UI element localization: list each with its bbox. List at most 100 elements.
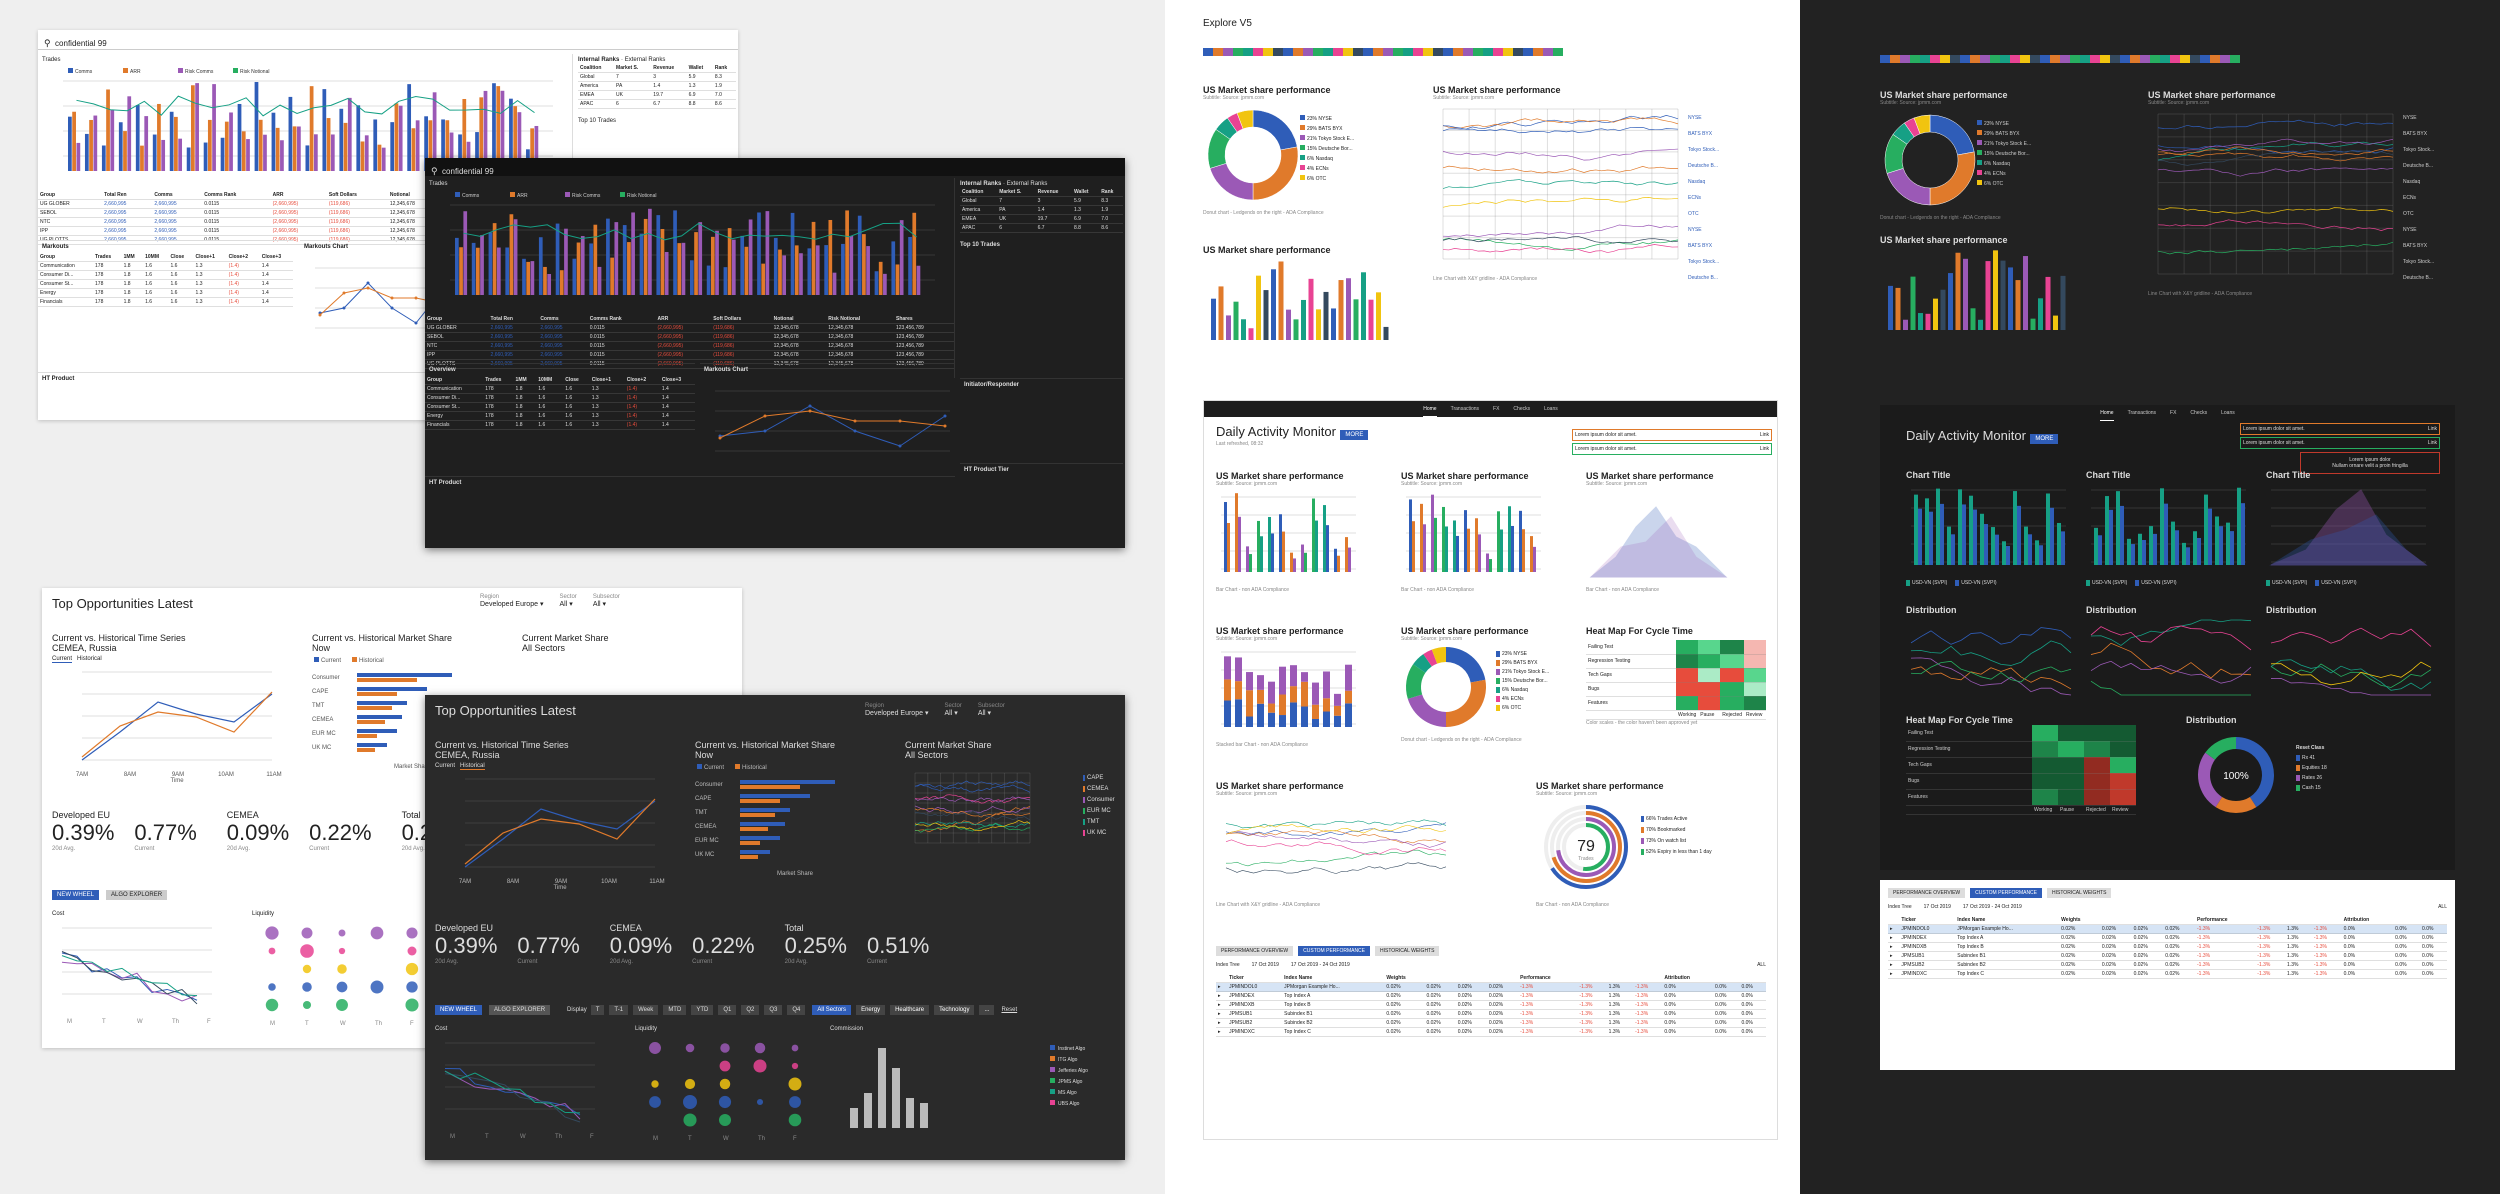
search-bar[interactable]: ⚲ confidential 99 xyxy=(38,30,738,50)
expand-icon[interactable]: ▸ xyxy=(1216,1000,1228,1010)
new-wheel-button[interactable]: NEW WHEEL xyxy=(52,890,100,900)
table-row[interactable]: ▸ JPMSUB2 Subindex B2 0.02% 0.02% 0.02% 0.02% -… xyxy=(1216,1018,1766,1028)
algo-explorer-button[interactable]: ALGO EXPLORER xyxy=(489,1005,551,1015)
table-row[interactable]: SEBOL 2,660,995 2,660,995 0.0115 (2,660,995)… xyxy=(425,332,954,342)
algo-explorer-button[interactable]: ALGO EXPLORER xyxy=(106,890,168,900)
tab-0[interactable]: PERFORMANCE OVERVIEW xyxy=(1888,888,1966,898)
subsector-select[interactable]: Subsector All ▾ xyxy=(977,703,1005,717)
toast-link[interactable]: Link xyxy=(2427,440,2437,446)
expand-icon[interactable]: ▸ xyxy=(1216,1018,1228,1028)
table-row[interactable]: ▸ JPMINDEX Top Index A 0.02% 0.02% 0.02% 0.02%… xyxy=(1888,933,2447,943)
table-row[interactable]: ▸ JPMSUB2 Subindex B2 0.02% 0.02% 0.02% 0.02% -… xyxy=(1888,960,2447,970)
nav-item-fx[interactable]: FX xyxy=(2170,410,2177,416)
nav-item-checks[interactable]: Checks xyxy=(1513,406,1531,412)
range-date[interactable]: 17 Oct 2019 - 24 Oct 2019 xyxy=(1962,904,2022,910)
table-row[interactable]: UG GLOBER 2,660,995 2,660,995 0.0115 (2,660,… xyxy=(425,323,954,333)
table-row[interactable]: ▸ JPMSUB1 Subindex B1 0.02% 0.02% 0.02% 0.02% -… xyxy=(1888,951,2447,961)
table-row[interactable]: ▸ JPMINDXC Top Index C 0.02% 0.02% 0.02% 0.02%… xyxy=(1888,969,2447,979)
sector-select[interactable]: Sector All ▾ xyxy=(559,594,577,608)
table-row[interactable]: Energy 178 1.8 1.6 1.6 1.3 (1.4) 1.4 xyxy=(38,288,293,298)
table-row[interactable]: Consumer St... 178 1.8 1.6 1.6 1.3 (1.4) 1.4 xyxy=(38,279,293,289)
expand-icon[interactable]: ▸ xyxy=(1216,991,1228,1001)
table-row[interactable]: Communication 178 1.8 1.6 1.6 1.3 (1.4) 1.4 xyxy=(38,261,293,271)
period-chip[interactable]: T xyxy=(590,1005,605,1015)
sector-chip[interactable]: ... xyxy=(979,1005,995,1015)
table-row[interactable]: IPP 2,660,995 2,660,995 0.0115 (2,660,995) (1… xyxy=(425,350,954,360)
expand-icon[interactable]: ▸ xyxy=(1888,942,1900,952)
expand-icon[interactable]: ▸ xyxy=(1888,969,1900,979)
period-chip[interactable]: YTD xyxy=(691,1005,714,1015)
tab-historical[interactable]: Historical xyxy=(460,763,485,770)
reset-link[interactable]: Reset xyxy=(1001,1007,1018,1013)
expand-icon[interactable]: ▸ xyxy=(1888,951,1900,961)
asof-date[interactable]: 17 Oct 2019 xyxy=(1923,904,1951,910)
table-row[interactable]: ▸ JPMSUB1 Subindex B1 0.02% 0.02% 0.02% 0.02% -… xyxy=(1216,1009,1766,1019)
region-select[interactable]: Region Developed Europe ▾ xyxy=(480,594,544,608)
table-row[interactable]: Consumer Di... 178 1.8 1.6 1.6 1.3 (1.4) 1.4 xyxy=(38,270,293,280)
range-date[interactable]: 17 Oct 2019 - 24 Oct 2019 xyxy=(1290,962,1350,968)
table-row[interactable]: NTC 2,660,995 2,660,995 0.0115 (2,660,995) (1… xyxy=(425,341,954,351)
table-row[interactable]: ▸ JPMINDXB Top Index B 0.02% 0.02% 0.02% 0.02%… xyxy=(1216,1000,1766,1010)
table-row[interactable]: Consumer Di... 178 1.8 1.6 1.6 1.3 (1.4) 1.4 xyxy=(425,393,695,403)
toast-link[interactable]: Link xyxy=(2427,426,2437,432)
nav-item-transactions[interactable]: Transactions xyxy=(2127,410,2157,416)
tab-current[interactable]: Current xyxy=(52,656,73,663)
expand-icon[interactable]: ▸ xyxy=(1216,1027,1228,1037)
region-select[interactable]: Region Developed Europe ▾ xyxy=(865,703,929,717)
nav-item-loans[interactable]: Loans xyxy=(2221,410,2235,416)
nav-item-fx[interactable]: FX xyxy=(1493,406,1500,412)
table-row[interactable]: Financials 178 1.8 1.6 1.6 1.3 (1.4) 1.4 xyxy=(425,420,695,430)
tab-2[interactable]: HISTORICAL WEIGHTS xyxy=(2047,888,2112,898)
table-row[interactable]: ▸ JPMINDOL0 JPMorgan Example Ho... 0.02% 0.0… xyxy=(1216,982,1766,992)
sector-chip[interactable]: Healthcare xyxy=(890,1005,930,1015)
expand-icon[interactable]: ▸ xyxy=(1216,1009,1228,1019)
tab-1[interactable]: CUSTOM PERFORMANCE xyxy=(1298,946,1370,956)
table-row[interactable]: Financials 178 1.8 1.6 1.6 1.3 (1.4) 1.4 xyxy=(38,297,293,307)
new-wheel-button[interactable]: NEW WHEEL xyxy=(435,1005,483,1015)
subsector-select[interactable]: Subsector All ▾ xyxy=(592,594,620,608)
table-row[interactable]: Energy 178 1.8 1.6 1.6 1.3 (1.4) 1.4 xyxy=(425,411,695,421)
toast-link[interactable]: Link xyxy=(1759,432,1769,438)
period-chip[interactable]: Q4 xyxy=(787,1005,806,1015)
group-select[interactable]: Index Tree xyxy=(1888,904,1912,910)
table-row[interactable]: UG PLOTTS 2,660,995 2,660,995 0.0115 (2,660,… xyxy=(425,359,954,369)
period-chip[interactable]: Week xyxy=(633,1005,659,1015)
asof-date[interactable]: 17 Oct 2019 xyxy=(1251,962,1279,968)
nav-item-loans[interactable]: Loans xyxy=(1544,406,1558,412)
nav-item-checks[interactable]: Checks xyxy=(2190,410,2208,416)
sector-chip[interactable]: Energy xyxy=(856,1005,886,1015)
more-button[interactable]: MORE xyxy=(2030,434,2059,444)
period-chip[interactable]: Q3 xyxy=(764,1005,783,1015)
nav-item-home[interactable]: Home xyxy=(1423,406,1437,417)
tab-current[interactable]: Current xyxy=(435,763,456,769)
sector-chip[interactable]: All Sectors xyxy=(812,1005,852,1015)
tab-0[interactable]: PERFORMANCE OVERVIEW xyxy=(1216,946,1294,956)
expand-icon[interactable]: ▸ xyxy=(1888,924,1900,934)
sector-select[interactable]: Sector All ▾ xyxy=(944,703,962,717)
expand-icon[interactable]: ▸ xyxy=(1888,933,1900,943)
table-row[interactable]: ▸ JPMINDOL0 JPMorgan Example Ho... 0.02% 0.0… xyxy=(1888,924,2447,934)
expand-icon[interactable]: ▸ xyxy=(1216,982,1228,992)
table-row[interactable]: Communication 178 1.8 1.6 1.6 1.3 (1.4) 1.4 xyxy=(425,384,695,394)
toast-link[interactable]: Link xyxy=(1759,446,1769,452)
all-filter[interactable]: ALL xyxy=(1757,962,1766,968)
period-chip[interactable]: T-1 xyxy=(609,1005,629,1015)
table-row[interactable]: Consumer St... 178 1.8 1.6 1.6 1.3 (1.4) 1.4 xyxy=(425,402,695,412)
period-chip[interactable]: Q1 xyxy=(718,1005,737,1015)
all-filter[interactable]: ALL xyxy=(2438,904,2447,910)
more-button[interactable]: MORE xyxy=(1340,430,1369,440)
sector-chip[interactable]: Technology xyxy=(934,1005,975,1015)
period-chip[interactable]: MTD xyxy=(663,1005,687,1015)
table-row[interactable]: ▸ JPMINDEX Top Index A 0.02% 0.02% 0.02% 0.02%… xyxy=(1216,991,1766,1001)
search-bar-dark[interactable]: ⚲ confidential 99 xyxy=(425,158,1125,176)
nav-item-transactions[interactable]: Transactions xyxy=(1450,406,1480,412)
tab-historical[interactable]: Historical xyxy=(77,656,102,662)
period-chip[interactable]: Q2 xyxy=(741,1005,760,1015)
expand-icon[interactable]: ▸ xyxy=(1888,960,1900,970)
tab-1[interactable]: CUSTOM PERFORMANCE xyxy=(1970,888,2042,898)
nav-item-home[interactable]: Home xyxy=(2100,410,2114,421)
group-select[interactable]: Index Tree xyxy=(1216,962,1240,968)
table-row[interactable]: ▸ JPMINDXC Top Index C 0.02% 0.02% 0.02% 0.02%… xyxy=(1216,1027,1766,1037)
tab-2[interactable]: HISTORICAL WEIGHTS xyxy=(1375,946,1440,956)
table-row[interactable]: ▸ JPMINDXB Top Index B 0.02% 0.02% 0.02% 0.02%… xyxy=(1888,942,2447,952)
